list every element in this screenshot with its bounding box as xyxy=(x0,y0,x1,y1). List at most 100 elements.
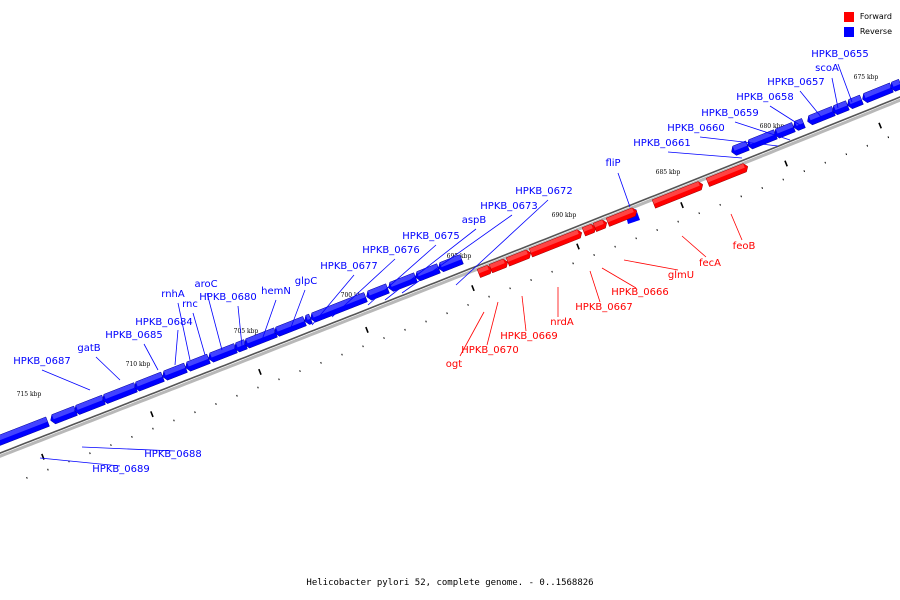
major-tick-mark xyxy=(471,285,475,292)
forward-gene-block xyxy=(605,207,638,227)
minor-tick-mark xyxy=(530,279,532,281)
reverse-gene-block-highlight xyxy=(808,106,834,121)
minor-tick-mark xyxy=(614,245,616,248)
forward-gene-block xyxy=(651,181,704,209)
gene-label: HPKB_0655 xyxy=(811,49,868,60)
minor-tick-mark xyxy=(89,452,91,455)
minor-tick-mark xyxy=(635,237,637,240)
gene-label: HPKB_0666 xyxy=(611,287,668,298)
leader-line xyxy=(459,311,485,357)
reverse-gene-block xyxy=(862,82,894,103)
reverse-gene-block xyxy=(162,362,188,381)
reverse-gene-block xyxy=(366,283,390,301)
minor-tick-mark xyxy=(383,337,385,340)
minor-tick-mark xyxy=(845,153,848,156)
reverse-gene-block-highlight xyxy=(275,316,305,332)
reverse-gene-block-highlight xyxy=(103,382,136,399)
leader-line xyxy=(39,457,121,467)
minor-tick-mark xyxy=(278,378,280,381)
major-tick-mark xyxy=(258,368,262,375)
minor-tick-mark xyxy=(740,195,742,198)
minor-tick-mark xyxy=(761,187,763,189)
minor-tick-mark xyxy=(152,427,154,430)
major-tick-mark xyxy=(576,243,580,250)
leader-line xyxy=(81,446,176,452)
forward-gene-block-highlight xyxy=(606,207,634,223)
forward-gene-block-outline xyxy=(528,229,583,258)
leader-line xyxy=(734,121,791,141)
leader-line xyxy=(521,295,527,332)
leader-line xyxy=(769,105,804,128)
gene-label: glmU xyxy=(668,270,694,281)
gene-label: feoB xyxy=(733,241,756,252)
forward-gene-block-outline xyxy=(488,258,509,274)
forward-gene-block-highlight xyxy=(593,219,604,228)
forward-gene-block xyxy=(581,223,597,237)
gene-label: HPKB_0677 xyxy=(320,261,377,272)
reverse-gene-block-outline xyxy=(0,416,50,446)
forward-gene-block-highlight xyxy=(529,229,579,253)
leader-line xyxy=(367,244,437,306)
forward-gene-block-highlight xyxy=(477,265,489,274)
reverse-gene-block xyxy=(807,106,836,126)
reverse-gene-block-highlight xyxy=(305,314,311,320)
reverse-gene-block-highlight xyxy=(891,79,900,87)
tick-label: 715 kbp xyxy=(17,391,42,398)
legend-item-reverse: Reverse xyxy=(843,24,892,39)
minor-tick-mark xyxy=(341,353,343,356)
legend-label-forward: Forward xyxy=(859,12,892,21)
reverse-gene-block-highlight xyxy=(833,100,848,111)
minor-tick-mark xyxy=(509,287,511,290)
tick-label: 700 kbp xyxy=(341,292,366,299)
forward-gene-block-outline xyxy=(705,163,749,187)
leader-line-layer xyxy=(39,63,853,467)
reverse-gene-block-highlight xyxy=(163,363,186,376)
gene-label: ogt xyxy=(446,359,462,370)
minor-tick-mark xyxy=(467,303,469,306)
minor-tick-mark xyxy=(698,212,700,215)
reverse-gene-block xyxy=(50,405,78,425)
leader-line xyxy=(206,292,223,351)
reverse-gene-block xyxy=(832,100,850,116)
reverse-gene-block xyxy=(208,343,238,363)
gene-label: glpC xyxy=(295,276,317,287)
minor-tick-mark xyxy=(677,220,679,223)
reverse-gene-block xyxy=(74,394,106,415)
major-tick-mark xyxy=(878,122,882,129)
leader-line xyxy=(799,90,823,119)
tick-label: 705 kbp xyxy=(234,328,259,335)
gene-label: HPKB_0687 xyxy=(13,356,70,367)
leader-line xyxy=(289,289,306,331)
minor-tick-mark xyxy=(194,411,196,414)
leader-line xyxy=(617,172,631,208)
minor-tick-mark xyxy=(299,370,301,373)
minor-tick-mark xyxy=(362,345,364,348)
forward-gene-block-highlight xyxy=(489,258,505,269)
gene-label: gatB xyxy=(77,343,100,354)
tick-label: 680 kbp xyxy=(760,123,785,130)
reverse-gene-block-highlight xyxy=(186,354,209,367)
gene-label: hemN xyxy=(261,286,291,297)
gene-label: aroC xyxy=(194,279,217,290)
reverse-gene-block xyxy=(890,78,900,92)
gene-label: fliP xyxy=(605,158,620,169)
leader-line xyxy=(41,369,91,391)
gene-label: HPKB_0670 xyxy=(461,345,518,356)
reverse-gene-block-highlight xyxy=(75,395,104,410)
gene-label: HPKB_0667 xyxy=(575,302,632,313)
forward-gene-block-outline xyxy=(581,223,597,237)
reverse-gene-block-outline xyxy=(890,78,900,92)
reverse-gene-block-highlight xyxy=(245,327,276,344)
leader-line xyxy=(401,214,513,294)
minor-tick-mark xyxy=(425,320,427,323)
leader-line xyxy=(331,258,396,318)
reverse-gene-block-outline xyxy=(366,283,390,301)
forward-gene-block-outline xyxy=(651,181,704,209)
axis-shadow xyxy=(0,98,900,458)
gene-label: HPKB_0660 xyxy=(667,123,724,134)
reverse-gene-block xyxy=(0,416,50,446)
gene-label: HPKB_0673 xyxy=(480,201,537,212)
minor-tick-mark xyxy=(782,178,784,181)
minor-tick-mark xyxy=(446,312,448,315)
